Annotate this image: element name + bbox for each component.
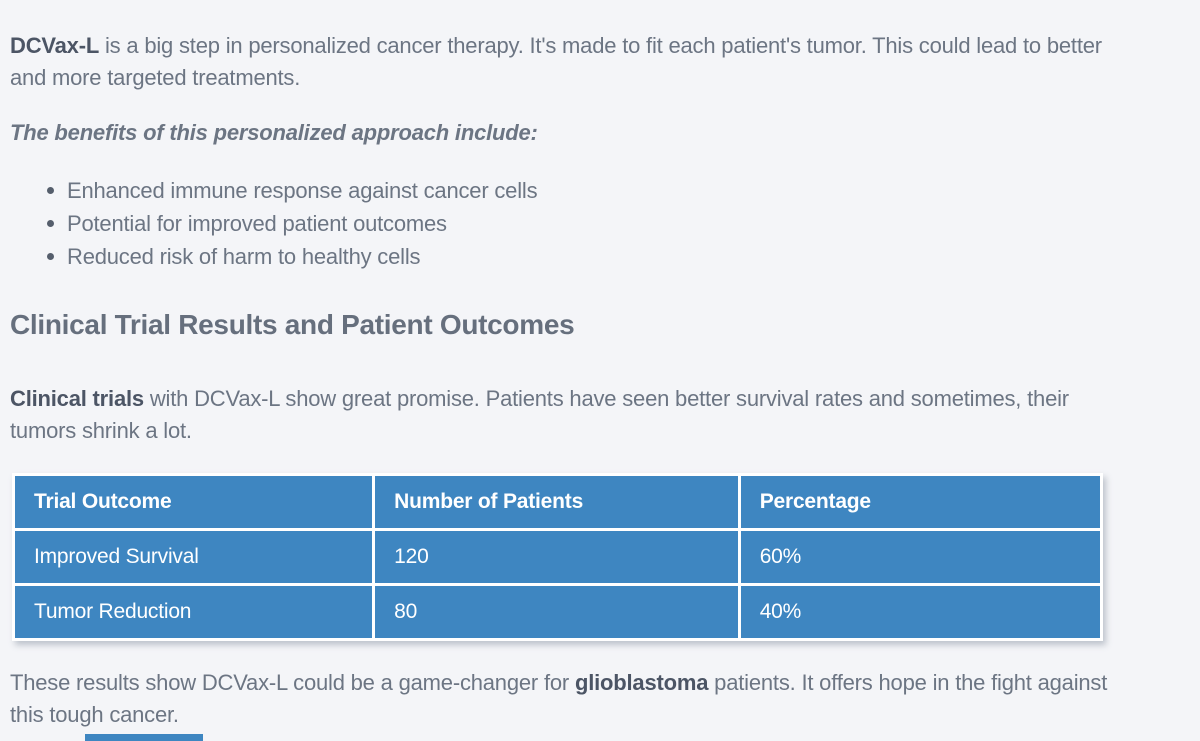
- table-row: Improved Survival 120 60%: [11, 528, 1104, 586]
- below-fold-element-edge: [85, 734, 203, 741]
- clinical-paragraph: Clinical trials with DCVax-L show great …: [10, 383, 1110, 447]
- intro-paragraph: DCVax-L is a big step in personalized ca…: [10, 30, 1110, 94]
- column-header-number-of-patients: Number of Patients: [372, 473, 741, 531]
- cell-percentage: 60%: [737, 528, 1104, 586]
- cell-trial-outcome: Tumor Reduction: [11, 583, 376, 641]
- conclusion-bold-word: glioblastoma: [574, 670, 709, 695]
- benefits-list: Enhanced immune response against cancer …: [10, 174, 1110, 273]
- intro-bold-lead: DCVax-L: [10, 33, 100, 58]
- conclusion-text-before: These results show DCVax-L could be a ga…: [10, 670, 575, 695]
- benefit-item-text: Reduced risk of harm to healthy cells: [67, 244, 421, 269]
- intro-paragraph-text: is a big step in personalized cancer the…: [10, 33, 1102, 90]
- conclusion-paragraph: These results show DCVax-L could be a ga…: [10, 667, 1110, 731]
- table-row: Tumor Reduction 80 40%: [11, 583, 1104, 641]
- cell-trial-outcome: Improved Survival: [11, 528, 376, 586]
- clinical-paragraph-text: with DCVax-L show great promise. Patient…: [10, 386, 1069, 443]
- section-heading: Clinical Trial Results and Patient Outco…: [10, 309, 575, 340]
- conclusion-text-after: patients. It offers hope in the fight ag…: [10, 670, 1108, 727]
- article-content: DCVax-L is a big step in personalized ca…: [10, 30, 1110, 447]
- cell-percentage: 40%: [737, 583, 1104, 641]
- list-item: Enhanced immune response against cancer …: [47, 174, 1110, 207]
- benefit-item-text: Potential for improved patient outcomes: [67, 211, 447, 236]
- list-item: Reduced risk of harm to healthy cells: [47, 240, 1110, 273]
- list-item: Potential for improved patient outcomes: [47, 207, 1110, 240]
- article-footer: These results show DCVax-L could be a ga…: [0, 667, 1200, 731]
- cell-number-of-patients: 80: [372, 583, 741, 641]
- results-table: Trial Outcome Number of Patients Percent…: [11, 473, 1104, 641]
- column-header-percentage: Percentage: [737, 473, 1104, 531]
- benefit-item-text: Enhanced immune response against cancer …: [67, 178, 538, 203]
- clinical-bold-lead: Clinical trials: [10, 386, 144, 411]
- column-header-trial-outcome: Trial Outcome: [11, 473, 376, 531]
- results-table-container: Trial Outcome Number of Patients Percent…: [11, 473, 1104, 641]
- table-header-row: Trial Outcome Number of Patients Percent…: [11, 473, 1104, 531]
- cell-number-of-patients: 120: [372, 528, 741, 586]
- benefits-lead-in: The benefits of this personalized approa…: [10, 120, 538, 145]
